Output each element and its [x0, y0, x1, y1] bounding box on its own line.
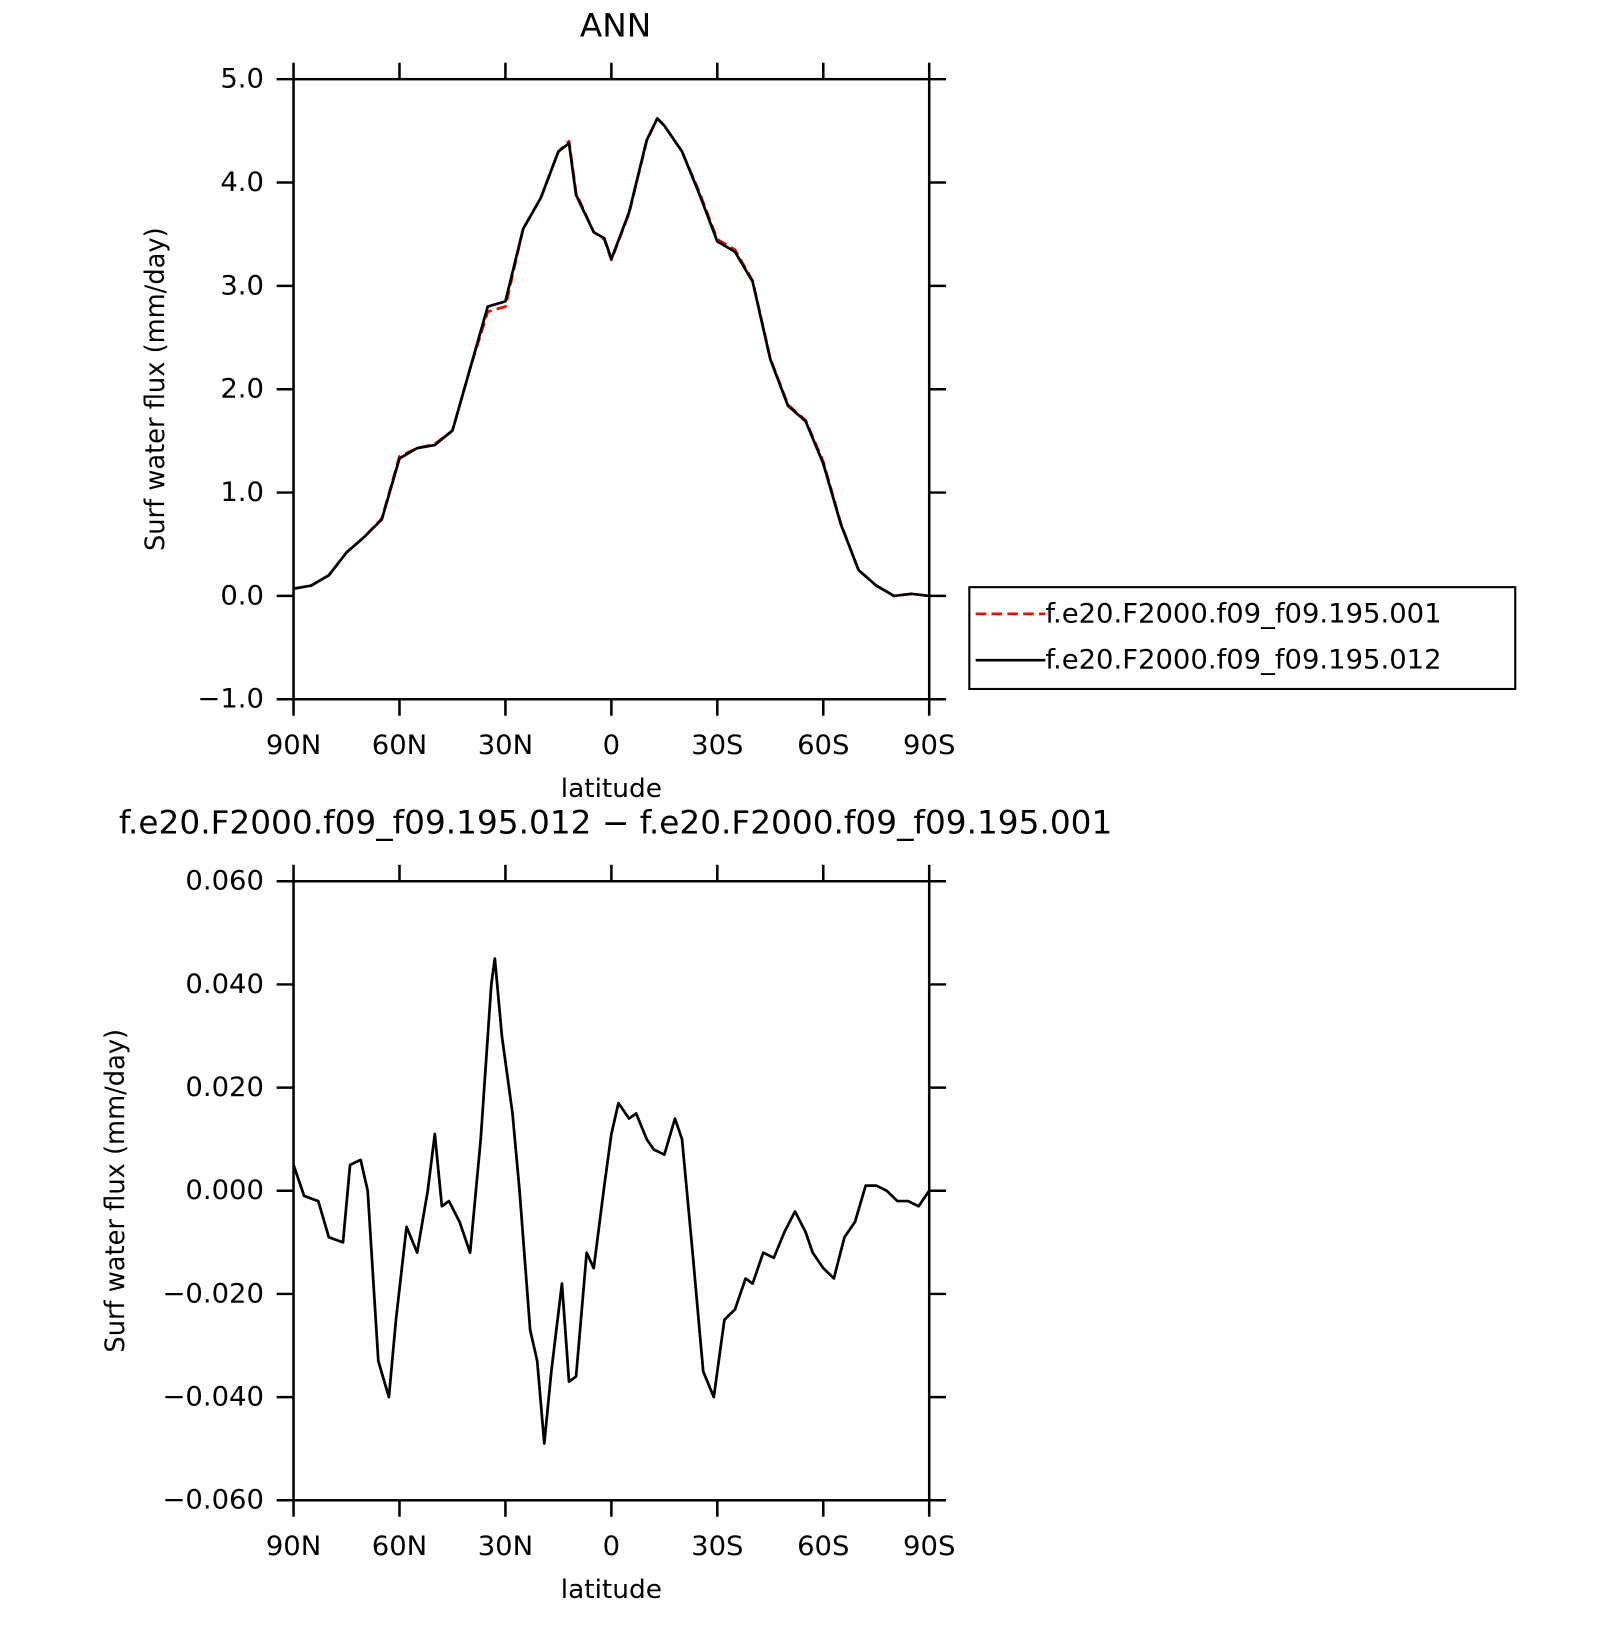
- y-tick-label: 2.0: [220, 374, 264, 405]
- x-tick-label: 60S: [797, 1531, 849, 1562]
- y-tick-label: 4.0: [220, 167, 264, 198]
- x-axis-label: latitude: [561, 774, 662, 804]
- y-tick-label: 0.020: [185, 1072, 264, 1103]
- y-tick-label: −0.060: [162, 1485, 264, 1516]
- chart-title: ANN: [580, 7, 651, 44]
- x-tick-label: 60S: [797, 730, 849, 761]
- x-tick-label: 0: [603, 730, 620, 761]
- y-tick-label: 0.040: [185, 969, 264, 1000]
- x-tick-label: 90S: [903, 1531, 955, 1562]
- x-tick-label: 30N: [478, 1531, 533, 1562]
- y-axis-label: Surf water flux (mm/day): [141, 227, 171, 551]
- x-tick-label: 90S: [903, 730, 955, 761]
- x-tick-label: 60N: [372, 1531, 427, 1562]
- x-tick-label: 30N: [478, 730, 533, 761]
- y-tick-label: 0.000: [185, 1176, 264, 1207]
- data-line: [293, 117, 930, 598]
- data-line: [293, 117, 930, 598]
- y-tick-label: 5.0: [220, 64, 264, 95]
- plot-frame: [292, 880, 931, 1502]
- chart-title: f.e20.F2000.f09_f09.195.012 − f.e20.F200…: [119, 804, 1112, 841]
- legend-label: f.e20.F2000.f09_f09.195.012: [1045, 645, 1441, 676]
- data-line: [292, 957, 931, 1445]
- y-tick-label: 0.0: [220, 581, 264, 612]
- x-tick-label: 90N: [266, 730, 321, 761]
- x-tick-label: 30S: [691, 1531, 743, 1562]
- plot-frame: [292, 77, 931, 701]
- x-tick-label: 30S: [691, 730, 743, 761]
- x-tick-label: 60N: [372, 730, 427, 761]
- legend-label: f.e20.F2000.f09_f09.195.001: [1045, 599, 1441, 630]
- y-axis-label: Surf water flux (mm/day): [100, 1029, 130, 1353]
- y-tick-label: 0.060: [185, 866, 264, 897]
- y-tick-label: −0.020: [162, 1279, 264, 1310]
- y-tick-label: 1.0: [220, 477, 264, 508]
- y-tick-label: 3.0: [220, 271, 264, 302]
- legend-box: [968, 586, 1517, 690]
- y-tick-label: −0.040: [162, 1382, 264, 1413]
- y-tick-label: −1.0: [197, 684, 264, 715]
- x-tick-label: 90N: [266, 1531, 321, 1562]
- x-tick-label: 0: [603, 1531, 620, 1562]
- x-axis-label: latitude: [561, 1575, 662, 1605]
